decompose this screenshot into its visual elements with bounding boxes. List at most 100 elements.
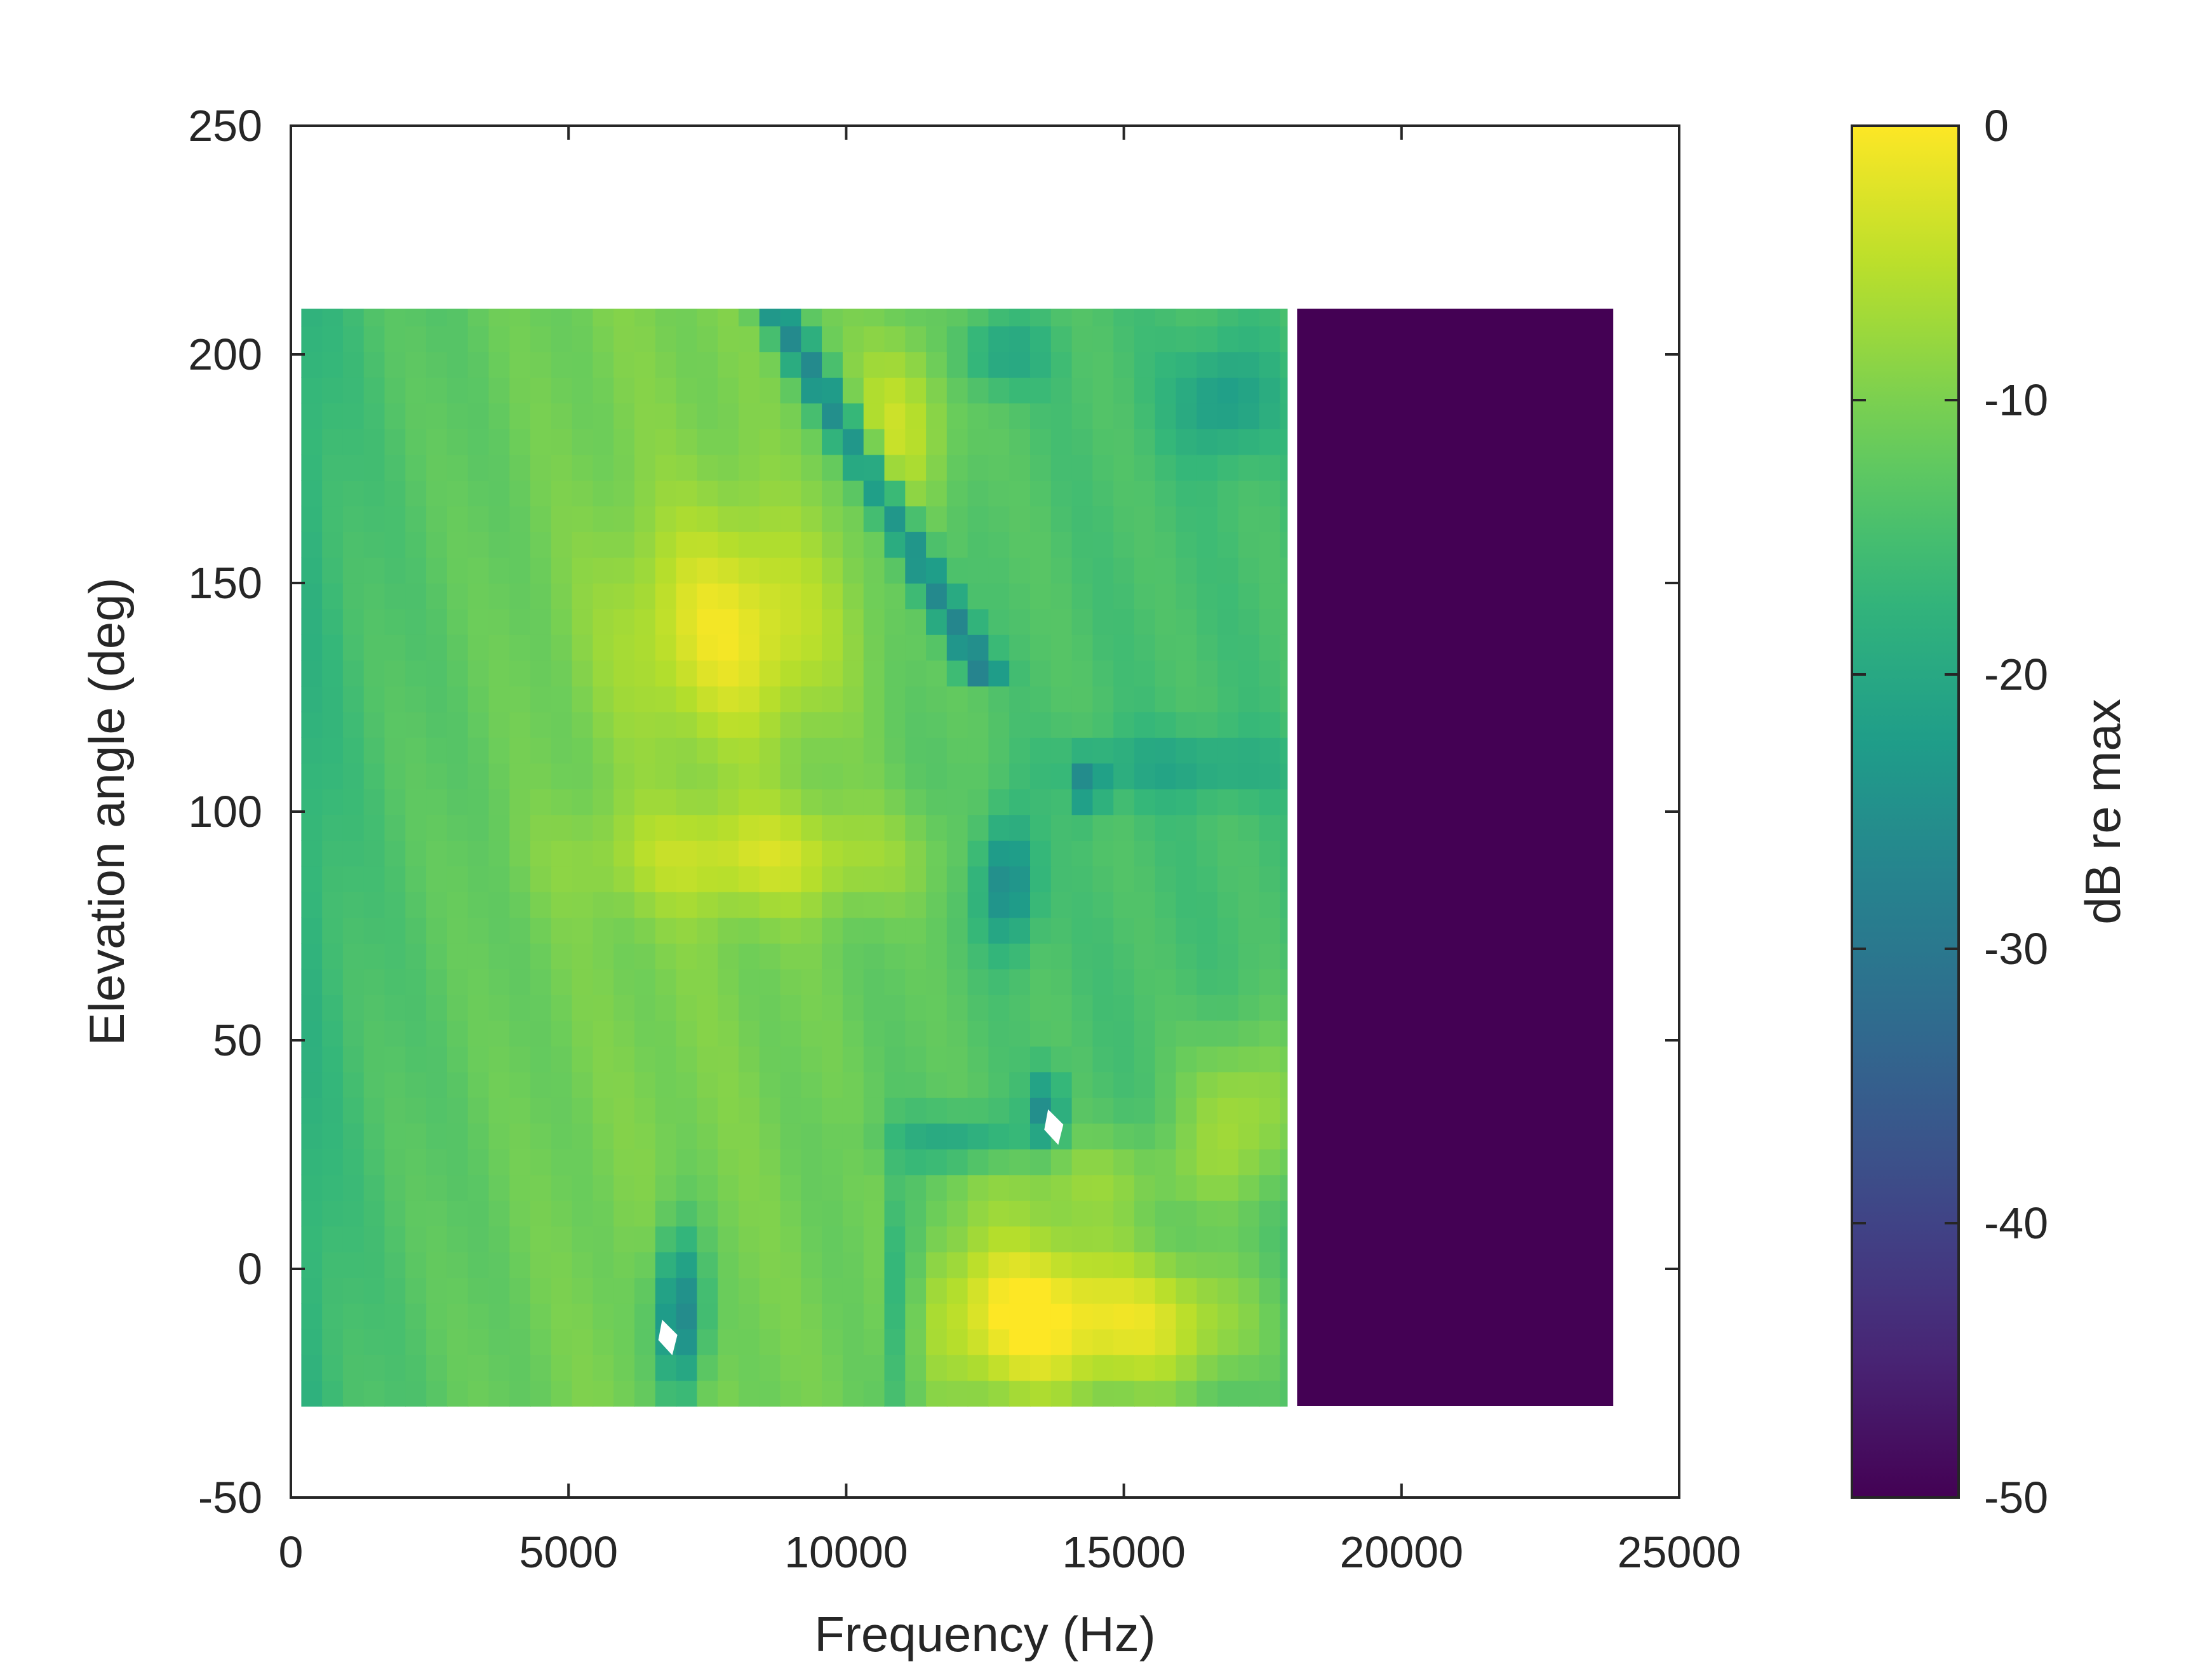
heatmap-cell xyxy=(509,608,531,635)
heatmap-cell xyxy=(1155,917,1177,944)
heatmap-cell xyxy=(1176,1174,1198,1201)
heatmap-cell xyxy=(1092,943,1114,970)
heatmap-cell xyxy=(738,917,760,944)
heatmap-cell xyxy=(718,686,739,713)
heatmap-cell xyxy=(842,454,864,481)
heatmap-cell xyxy=(613,660,635,687)
heatmap-cell xyxy=(718,1123,739,1149)
heatmap-cell xyxy=(322,711,344,738)
heatmap-cell xyxy=(1092,326,1114,352)
heatmap-cell xyxy=(488,789,511,815)
heatmap-cell xyxy=(530,403,552,429)
heatmap-cell xyxy=(676,1020,698,1047)
heatmap-cell xyxy=(634,326,656,352)
heatmap-cell xyxy=(676,454,698,481)
heatmap-cell xyxy=(759,917,781,944)
heatmap-cell xyxy=(1030,763,1052,789)
heatmap-cell xyxy=(718,429,739,455)
heatmap-cell xyxy=(384,309,406,326)
heatmap-cell xyxy=(1217,351,1239,378)
heatmap-cell xyxy=(655,1380,677,1407)
heatmap-cell xyxy=(676,506,698,532)
heatmap-cell xyxy=(697,711,718,738)
heatmap-cell xyxy=(1217,583,1239,610)
heatmap-cell xyxy=(759,763,781,789)
heatmap-cell xyxy=(426,532,448,558)
heatmap-cell xyxy=(426,711,448,738)
heatmap-cell xyxy=(676,686,698,713)
heatmap-cell xyxy=(1280,1071,1288,1098)
heatmap-cell xyxy=(1238,403,1260,429)
heatmap-cell xyxy=(905,377,927,404)
heatmap-cell xyxy=(405,686,427,713)
heatmap-cell xyxy=(488,403,511,429)
heatmap-cell xyxy=(988,309,1010,326)
heatmap-cell xyxy=(759,789,781,815)
heatmap-cell xyxy=(1259,1046,1281,1073)
heatmap-cell xyxy=(488,1226,511,1252)
heatmap-cell xyxy=(718,917,739,944)
x-tick-label: 15000 xyxy=(1062,1527,1186,1577)
heatmap-cell xyxy=(676,1329,698,1355)
heatmap-cell xyxy=(613,309,635,326)
heatmap-cell xyxy=(946,1046,969,1073)
heatmap-cell xyxy=(926,1380,948,1407)
heatmap-cell xyxy=(1071,1046,1094,1073)
heatmap-cell xyxy=(801,1020,822,1047)
heatmap-cell xyxy=(1030,608,1052,635)
heatmap-cell xyxy=(342,1303,365,1330)
heatmap-cell xyxy=(1196,1046,1218,1073)
heatmap-cell xyxy=(926,660,948,687)
heatmap-cell xyxy=(1113,1020,1135,1047)
heatmap-cell xyxy=(655,634,677,661)
heatmap-cell xyxy=(634,1200,656,1227)
heatmap-cell xyxy=(988,1123,1010,1149)
heatmap-cell xyxy=(530,1380,552,1407)
heatmap-cell xyxy=(863,583,885,610)
heatmap-cell xyxy=(301,711,323,738)
heatmap-cell xyxy=(967,1277,989,1304)
heatmap-cell xyxy=(342,557,365,584)
heatmap-cell xyxy=(1113,429,1135,455)
y-tick-label: 200 xyxy=(188,330,262,379)
heatmap-cell xyxy=(759,429,781,455)
heatmap-cell xyxy=(1176,557,1198,584)
heatmap-cell xyxy=(613,480,635,507)
heatmap-cell xyxy=(676,1355,698,1381)
heatmap-cell xyxy=(1113,1252,1135,1278)
heatmap-cell xyxy=(613,917,635,944)
heatmap-cell xyxy=(738,1123,760,1149)
heatmap-cell xyxy=(426,995,448,1021)
heatmap-cell xyxy=(884,660,906,687)
heatmap-cell xyxy=(738,1097,760,1124)
heatmap-cell xyxy=(946,1020,969,1047)
heatmap-cell xyxy=(488,480,511,507)
heatmap-cell xyxy=(551,1149,573,1176)
heatmap-cell xyxy=(613,454,635,481)
heatmap-cell xyxy=(426,454,448,481)
heatmap-cell xyxy=(884,866,906,892)
heatmap-cell xyxy=(1280,1046,1288,1073)
heatmap-cell xyxy=(322,506,344,532)
heatmap-cell xyxy=(322,789,344,815)
heatmap-cell xyxy=(822,995,843,1021)
heatmap-cell xyxy=(842,943,864,970)
heatmap-cell xyxy=(634,1174,656,1201)
heatmap-cell xyxy=(446,763,469,789)
heatmap-cell xyxy=(759,1380,781,1407)
heatmap-cell xyxy=(509,968,531,995)
heatmap-cell xyxy=(1134,377,1156,404)
heatmap-cell xyxy=(593,789,614,815)
heatmap-cell xyxy=(530,1123,552,1149)
heatmap-cell xyxy=(1113,892,1135,918)
heatmap-cell xyxy=(509,711,531,738)
heatmap-cell xyxy=(1280,814,1288,841)
heatmap-cell xyxy=(946,634,969,661)
heatmap-cell xyxy=(405,840,427,867)
heatmap-cell xyxy=(593,763,614,789)
heatmap-cell xyxy=(1134,454,1156,481)
heatmap-cell xyxy=(884,1329,906,1355)
heatmap-cell xyxy=(1196,1123,1218,1149)
heatmap-cell xyxy=(1092,1097,1114,1124)
heatmap-cell xyxy=(405,892,427,918)
